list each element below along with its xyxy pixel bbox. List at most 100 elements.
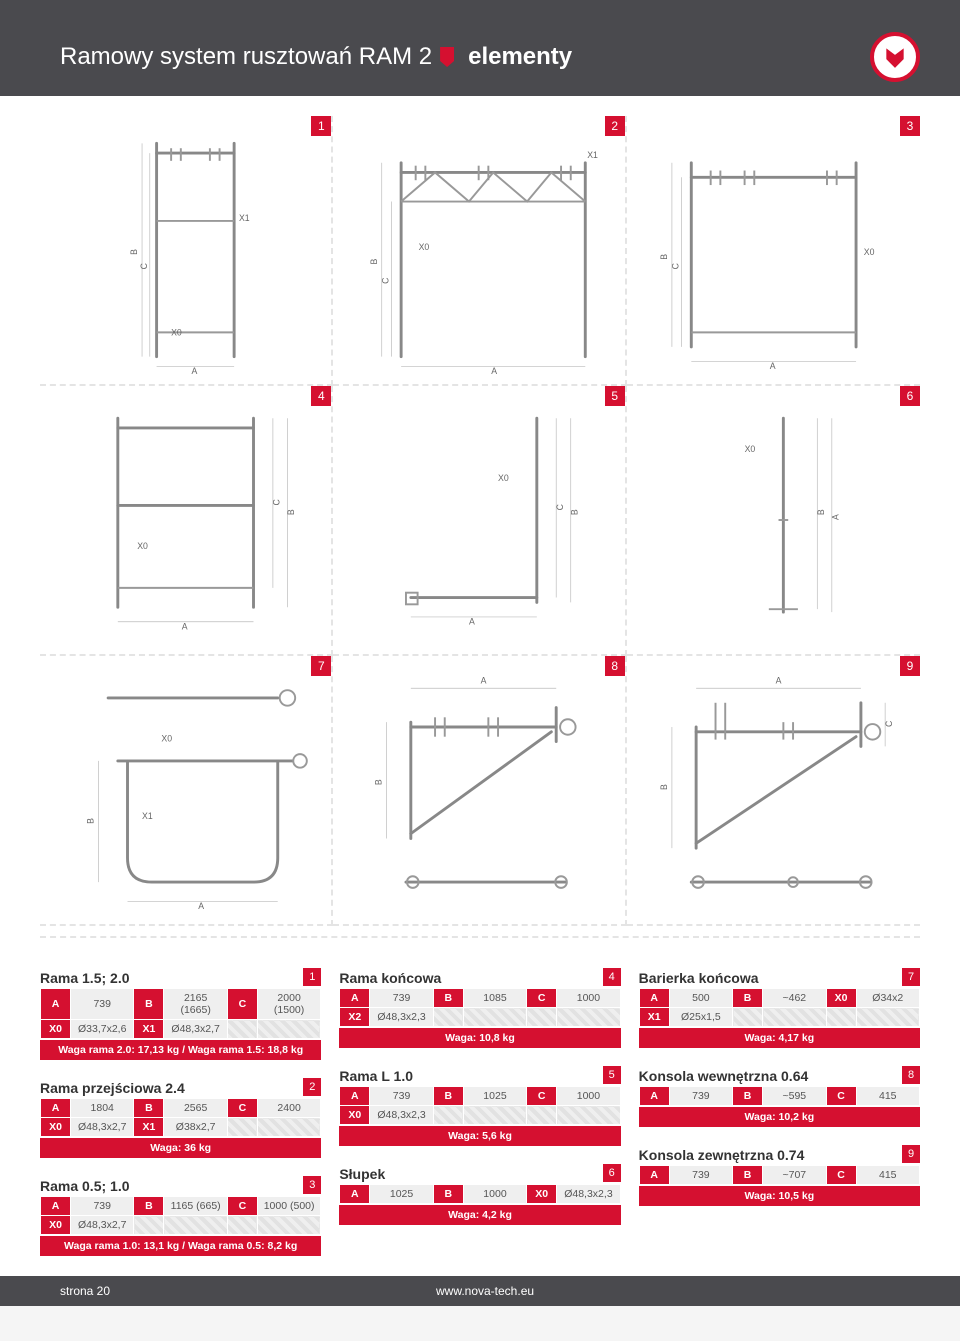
spec-key: A — [639, 989, 669, 1008]
spec-empty — [856, 1008, 919, 1027]
svg-text:X1: X1 — [142, 811, 153, 821]
spec-key: A — [41, 1197, 71, 1216]
spec-key: A — [340, 989, 370, 1008]
spec-value: 1000 — [463, 1185, 526, 1204]
spec-table: A500B~462X0Ø34x2X1Ø25x1,5 — [639, 988, 920, 1027]
spec-title: Rama 0.5; 1.0 — [40, 1178, 303, 1194]
spec-title: Rama końcowa — [339, 970, 602, 986]
spec-empty — [164, 1216, 227, 1235]
drawings-grid: 1 B C A X1 X0 — [0, 96, 960, 936]
svg-text:C: C — [670, 263, 680, 269]
spec-title: Słupek — [339, 1166, 602, 1182]
drawing-frame-mid: C B A X0 — [48, 394, 323, 646]
spec-value: 1025 — [370, 1185, 433, 1204]
header-title-light: Ramowy system rusztowań RAM 2 — [60, 43, 432, 71]
drawing-cell-9: 9 A B C — [627, 656, 920, 926]
spec-weight: Waga: 4,17 kg — [639, 1028, 920, 1048]
svg-text:X0: X0 — [863, 247, 874, 257]
spec-number: 9 — [902, 1145, 920, 1163]
spec-table: A739B1165 (665)C1000 (500)X0Ø48,3x2,7 — [40, 1196, 321, 1235]
spec-value: 1804 — [71, 1099, 134, 1118]
svg-text:B: B — [369, 259, 379, 265]
spec-value: 739 — [669, 1087, 732, 1106]
spec-empty — [733, 1008, 763, 1027]
spec-number: 4 — [603, 968, 621, 986]
spec-key: A — [41, 1099, 71, 1118]
spec-value: 2165 (1665) — [164, 989, 227, 1020]
spec-value: 1000 — [557, 1087, 620, 1106]
spec-value: ~707 — [763, 1166, 826, 1185]
svg-text:A: A — [198, 901, 204, 911]
spec-key: A — [639, 1166, 669, 1185]
spec-empty — [134, 1216, 164, 1235]
spec-value: 415 — [856, 1087, 919, 1106]
spec-column-3: Barierka końcowa7A500B~462X0Ø34x2X1Ø25x1… — [639, 968, 920, 1256]
spec-block: Rama 0.5; 1.03 A739B1165 (665)C1000 (500)… — [40, 1176, 321, 1256]
spec-column-1: Rama 1.5; 2.01A739B2165 (1665)C2000 (150… — [40, 968, 321, 1256]
spec-key: X0 — [41, 1020, 71, 1039]
cell-number: 1 — [311, 116, 331, 136]
spec-table: A739B1025C1000X0Ø48,3x2,3 — [339, 1086, 620, 1125]
spec-weight: Waga: 36 kg — [40, 1138, 321, 1158]
spec-empty — [463, 1008, 526, 1027]
spec-value: Ø48,3x2,3 — [557, 1185, 620, 1204]
spec-number: 3 — [303, 1176, 321, 1194]
svg-text:X0: X0 — [171, 327, 182, 337]
spec-key: A — [639, 1087, 669, 1106]
page: Ramowy system rusztowań RAM 2 elementy 1 — [0, 0, 960, 1306]
spec-table: A739B~707C415 — [639, 1165, 920, 1185]
svg-text:A: A — [191, 366, 197, 376]
spec-key: X0 — [527, 1185, 557, 1204]
spec-value: 1025 — [463, 1087, 526, 1106]
drawing-cell-7: 7 B A X0 X1 — [40, 656, 333, 926]
svg-text:C: C — [555, 504, 565, 510]
spec-weight: Waga rama 2.0: 17,13 kg / Waga rama 1.5:… — [40, 1040, 321, 1060]
spec-number: 6 — [603, 1164, 621, 1182]
svg-text:X0: X0 — [161, 734, 172, 744]
spec-value: 739 — [71, 989, 134, 1020]
header: Ramowy system rusztowań RAM 2 elementy — [0, 18, 960, 96]
svg-text:B: B — [129, 249, 139, 255]
spec-value: 739 — [669, 1166, 732, 1185]
spec-empty — [557, 1008, 620, 1027]
spec-empty — [527, 1008, 557, 1027]
spec-key: C — [527, 1087, 557, 1106]
spec-value: 415 — [856, 1166, 919, 1185]
spec-table: A739B~595C415 — [639, 1086, 920, 1106]
footer: strona 20 www.nova-tech.eu — [0, 1276, 960, 1306]
drawing-cell-6: 6 B A X0 — [627, 386, 920, 656]
spec-key: X1 — [134, 1118, 164, 1137]
spec-column-2: Rama końcowa4A739B1085C1000X2Ø48,3x2,3 W… — [339, 968, 620, 1256]
spec-number: 5 — [603, 1066, 621, 1084]
spec-value: Ø25x1,5 — [669, 1008, 732, 1027]
svg-text:A: A — [492, 366, 498, 376]
drawing-cell-5: 5 C B A X0 — [333, 386, 626, 656]
drawing-cell-8: 8 A B — [333, 656, 626, 926]
spec-key: B — [733, 989, 763, 1008]
spec-value: 1000 — [557, 989, 620, 1008]
spec-title: Rama L 1.0 — [339, 1068, 602, 1084]
svg-text:X1: X1 — [588, 150, 599, 160]
drawing-frame-square: B C A X0 — [635, 124, 912, 376]
spec-key: B — [733, 1166, 763, 1185]
svg-text:X1: X1 — [239, 213, 250, 223]
spec-title: Konsola zewnętrzna 0.74 — [639, 1147, 902, 1163]
drawing-cell-3: 3 B C A X0 — [627, 116, 920, 386]
spec-title: Barierka końcowa — [639, 970, 902, 986]
header-title-bold: elementy — [468, 43, 572, 71]
spec-key: B — [134, 989, 164, 1020]
spec-empty — [257, 1020, 320, 1039]
svg-text:A: A — [182, 622, 188, 632]
drawing-cell-2: 2 B C A X0 X1 — [333, 116, 626, 386]
drawing-post: B A X0 — [635, 394, 912, 646]
spec-key: X1 — [134, 1020, 164, 1039]
cell-number: 4 — [311, 386, 331, 406]
spec-key: X1 — [639, 1008, 669, 1027]
cell-number: 8 — [605, 656, 625, 676]
brand-badge-icon — [870, 32, 920, 82]
svg-text:A: A — [830, 514, 840, 520]
spec-empty — [557, 1106, 620, 1125]
spec-value: Ø48,3x2,7 — [164, 1020, 227, 1039]
svg-text:B: B — [374, 779, 384, 785]
drawing-bracket-outer: A B C — [635, 664, 912, 916]
